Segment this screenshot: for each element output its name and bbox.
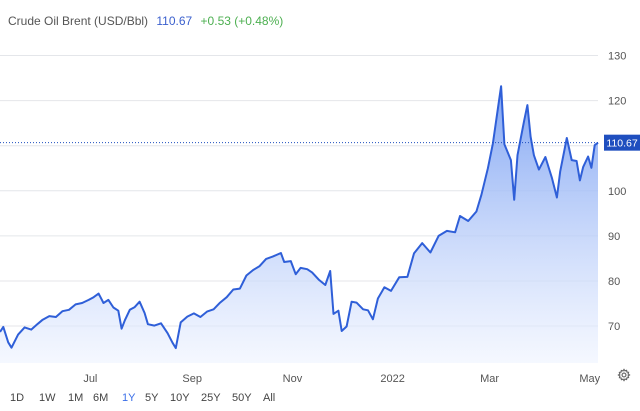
y-tick-label: 70 — [608, 321, 620, 333]
gear-icon[interactable] — [617, 368, 631, 382]
series-line — [0, 85, 599, 350]
x-tick-label: Sep — [182, 373, 202, 385]
x-tick-label: 2022 — [380, 373, 404, 385]
last-price-badge — [604, 134, 640, 151]
y-tick-label: 120 — [608, 96, 626, 108]
y-tick-label: 90 — [608, 231, 620, 243]
range-25y[interactable]: 25Y — [201, 392, 221, 404]
chart-title: Crude Oil Brent (USD/Bbl) — [8, 14, 149, 28]
last-price-label: 110.67 — [606, 138, 637, 150]
x-tick-label: May — [579, 373, 600, 385]
current-price: 110.67 — [156, 14, 193, 28]
range-50y[interactable]: 50Y — [232, 392, 252, 404]
range-1y[interactable]: 1Y — [122, 392, 136, 404]
range-5y[interactable]: 5Y — [145, 392, 159, 404]
range-all[interactable]: All — [263, 392, 276, 404]
range-1m[interactable]: 1M — [68, 392, 84, 404]
y-tick-label: 80 — [608, 276, 620, 288]
range-1d[interactable]: 1D — [10, 392, 25, 404]
y-tick-label: 130 — [608, 51, 626, 63]
price-change: +0.53 (+0.48%) — [200, 14, 284, 28]
range-1w[interactable]: 1W — [39, 392, 56, 404]
chart-header: Crude Oil Brent (USD/Bbl) 110.67 +0.53 (… — [8, 14, 283, 28]
range-6m[interactable]: 6M — [93, 392, 109, 404]
x-tick-label: Jul — [83, 373, 97, 385]
range-10y[interactable]: 10Y — [170, 392, 190, 404]
x-tick-label: Nov — [283, 373, 303, 385]
series-area — [0, 86, 598, 363]
x-tick-label: Mar — [480, 373, 499, 385]
y-tick-label: 100 — [608, 186, 626, 198]
